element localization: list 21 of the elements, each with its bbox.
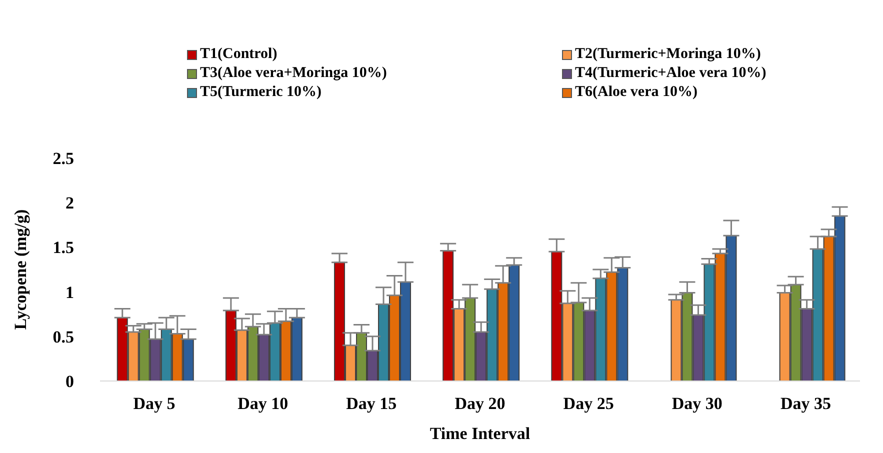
x-tick-label: Day 35 [780,394,831,414]
y-tick-label: 2 [66,194,74,213]
x-axis-title: Time Interval [430,424,530,443]
legend-label: T4(Turmeric+Aloe vera 10%) [575,65,766,82]
x-tick-label: Day 15 [346,394,397,414]
x-tick-label: Day 10 [238,394,288,414]
y-axis-title: Lycopene (mg/g) [11,209,30,330]
legend-label: T5(Turmeric 10%) [200,84,322,101]
x-tick-label: Day 5 [133,394,176,414]
x-tick-label: Day 30 [672,394,722,414]
legend-label: T2(Turmeric+Moringa 10%) [575,46,761,63]
legend-label: T1(Control) [200,46,278,63]
y-tick-label: 1.5 [52,238,74,258]
legend-label: T3(Aloe vera+Moringa 10%) [200,65,387,82]
y-tick-label: 1 [66,282,74,302]
y-tick-label: 0 [66,372,74,392]
legend-label: T6(Aloe vera 10%) [575,84,698,101]
x-tick-label: Day 25 [563,394,614,414]
x-tick-label: Day 20 [454,394,506,414]
y-tick-label: 0.5 [52,327,74,346]
y-tick-label: 2.5 [52,149,74,168]
